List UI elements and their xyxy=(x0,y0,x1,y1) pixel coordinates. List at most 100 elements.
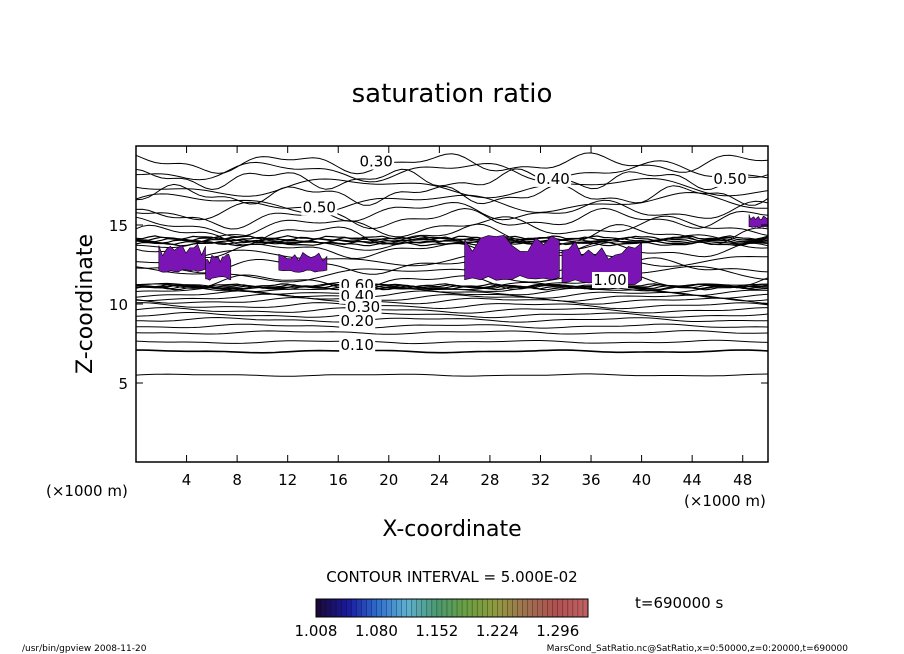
contour-interval-text: CONTOUR INTERVAL = 5.000E-02 xyxy=(326,568,577,586)
contour-line xyxy=(135,177,769,199)
y-ticks: 5 10 15 xyxy=(109,217,768,393)
time-label: t=690000 s xyxy=(635,594,723,612)
contour-lines xyxy=(135,152,769,377)
fill-regions xyxy=(158,214,769,286)
contour-line xyxy=(136,349,769,354)
contour-label: 0.30 xyxy=(347,298,380,316)
contour-label: 0.30 xyxy=(359,153,392,171)
contour-line xyxy=(135,183,769,206)
colorbar-segment xyxy=(532,599,538,617)
contour-labels: 0.300.40 0.500.501.000.600.400.300.200.10 xyxy=(301,153,749,354)
contour-line xyxy=(135,215,769,238)
colorbar-segment xyxy=(557,599,564,617)
y-tick-label: 15 xyxy=(109,217,128,235)
colorbar-segment xyxy=(446,599,453,617)
contour-label-bg xyxy=(339,313,376,330)
contour-line xyxy=(135,152,769,175)
x-ticks: 4 8 12 16 20 24 28 32 36 40 44 48 xyxy=(182,146,752,489)
contour-line xyxy=(135,296,769,305)
colorbar-tick-label: 1.224 xyxy=(476,622,519,640)
colorbar-segment xyxy=(361,599,367,617)
x-tick-label: 32 xyxy=(531,471,550,489)
colorbar-segment xyxy=(577,599,584,617)
colorbar-segment xyxy=(436,599,443,617)
colorbar-tick-label: 1.008 xyxy=(295,622,338,640)
contour-line xyxy=(135,284,768,290)
colorbar-segment xyxy=(381,599,387,617)
colorbar-segment xyxy=(426,599,433,617)
colorbar-ticks: 1.008 1.080 1.152 1.224 1.296 xyxy=(295,622,580,640)
contour-line xyxy=(135,257,769,275)
x-axis-label: X-coordinate xyxy=(382,517,521,542)
colorbar-segment xyxy=(386,599,392,617)
x-tick-label: 12 xyxy=(278,471,297,489)
x-tick-label: 28 xyxy=(480,471,499,489)
footer-left: /usr/bin/gpview 2008-11-20 xyxy=(22,644,147,654)
contour-label: 0.50 xyxy=(303,198,336,216)
colorbar-segment xyxy=(507,599,513,617)
y-axis-label: Z-coordinate xyxy=(73,234,98,374)
colorbar-segment xyxy=(346,599,352,617)
contour-line xyxy=(135,330,769,335)
contour-line xyxy=(135,199,769,222)
colorbar-segment xyxy=(341,599,347,617)
contour-line xyxy=(135,249,769,267)
contour-line xyxy=(135,286,769,296)
y-tick-label: 10 xyxy=(109,296,128,314)
supersaturated-region xyxy=(748,214,769,229)
colorbar-segment xyxy=(567,599,574,617)
colorbar-segment xyxy=(366,599,372,617)
x-tick-label: 24 xyxy=(430,471,449,489)
contour-label: 0.20 xyxy=(340,312,373,330)
colorbar-segment xyxy=(487,599,493,617)
x-tick-label: 4 xyxy=(182,471,192,489)
colorbar-segment xyxy=(431,599,438,617)
colorbar-segment xyxy=(452,599,458,617)
colorbar-tick-label: 1.152 xyxy=(415,622,458,640)
colorbar-segment xyxy=(416,599,423,617)
y-tick-label: 5 xyxy=(118,375,128,393)
colorbar-segment xyxy=(552,599,559,617)
colorbar-segment xyxy=(406,599,413,617)
colorbar-segment xyxy=(411,599,418,617)
colorbar-segment xyxy=(316,599,322,617)
contour-line xyxy=(135,191,769,215)
colorbar-segment xyxy=(562,599,569,617)
contour-line xyxy=(135,373,769,377)
contour-label: 1.00 xyxy=(593,271,626,289)
colorbar-segment xyxy=(371,599,377,617)
contour-line xyxy=(136,283,769,288)
contour-label-bg xyxy=(339,336,376,353)
colorbar-segment xyxy=(331,599,337,617)
colorbar-segment xyxy=(537,599,543,617)
colorbar-segment xyxy=(512,599,518,617)
colorbar-segment xyxy=(477,599,483,617)
colorbar-segment xyxy=(522,599,528,617)
colorbar-segment xyxy=(492,599,498,617)
colorbar-segment xyxy=(421,599,428,617)
contour-line xyxy=(135,339,769,345)
x-tick-label: 8 xyxy=(232,471,242,489)
colorbar-segment xyxy=(582,599,589,617)
contour-line xyxy=(136,323,769,329)
x-unit-label-left: (×1000 m) xyxy=(46,482,128,500)
contour-line xyxy=(135,235,769,241)
contour-label-bg xyxy=(301,199,338,216)
footer-right: MarsCond_SatRatio.nc@SatRatio,x=0:50000,… xyxy=(547,644,849,654)
colorbar-frame xyxy=(315,598,589,618)
colorbar-segment xyxy=(401,599,407,617)
contour-line xyxy=(135,316,769,323)
supersaturated-region xyxy=(464,234,560,281)
contour-label-bg xyxy=(345,298,382,315)
supersaturated-region xyxy=(278,252,328,273)
supersaturated-region xyxy=(205,253,232,281)
contour-label-bg xyxy=(358,153,395,170)
contour-label-bg xyxy=(592,272,628,289)
colorbar-segment xyxy=(472,599,478,617)
colorbar-segment xyxy=(467,599,473,617)
colorbar-segment xyxy=(321,599,327,617)
colorbar-segment xyxy=(462,599,468,617)
contour-line xyxy=(135,293,769,302)
x-tick-label: 40 xyxy=(632,471,651,489)
